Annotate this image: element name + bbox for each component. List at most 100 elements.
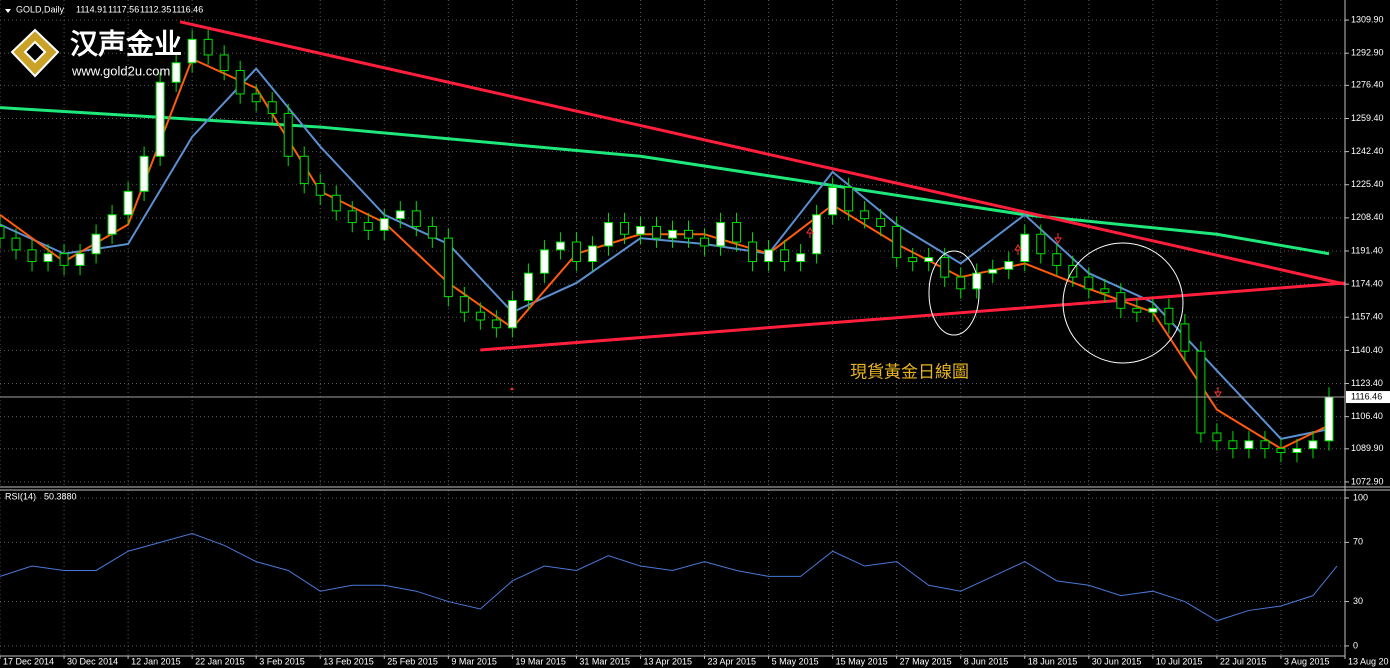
candle-body	[1148, 307, 1158, 313]
candle-body	[668, 229, 677, 239]
candle-body	[251, 93, 261, 103]
candle-body	[0, 225, 5, 239]
y-tick-label: 1309.90	[1351, 14, 1384, 24]
candle-body	[732, 222, 742, 243]
candle-body	[555, 241, 565, 251]
highlight-circle	[928, 250, 980, 336]
candle-body	[748, 241, 758, 263]
x-tick-label: 3 Aug 2015	[1284, 656, 1330, 666]
signal-arrow	[806, 227, 814, 238]
y-tick-label: 70	[1353, 537, 1363, 547]
x-tick-label: 18 Jun 2015	[1028, 656, 1078, 666]
candle-body	[267, 101, 277, 114]
plot-layer	[0, 0, 1346, 656]
rsi-title: RSI(14)	[5, 491, 36, 501]
candle-body	[908, 257, 918, 263]
candle-body	[764, 249, 774, 263]
candle-body	[75, 253, 85, 266]
x-tick-label: 19 Mar 2015	[515, 656, 566, 666]
candle-body	[988, 268, 998, 274]
annotation: 現貨黃金日線圖	[850, 362, 969, 381]
header-value: 1117.56	[108, 4, 139, 14]
candle-body	[956, 276, 966, 290]
candle-body	[1020, 233, 1030, 263]
signal-arrow	[1214, 387, 1222, 398]
candle-body	[1260, 440, 1270, 450]
candle-body	[123, 190, 133, 216]
candle-body	[11, 237, 21, 251]
header-values: 1114.91 1117.56 1112.35 1116.46	[76, 4, 203, 14]
candle-body	[475, 311, 485, 321]
candle-body	[443, 237, 453, 298]
x-tick-label: 12 Jan 2015	[131, 656, 181, 666]
candle-body	[27, 249, 37, 263]
last-price-box	[1346, 391, 1390, 404]
x-tick-label: 17 Dec 2014	[3, 656, 54, 666]
y-tick-label: 1123.40	[1351, 378, 1383, 388]
candle-body	[619, 222, 629, 235]
candle-body	[635, 225, 645, 235]
x-tick-label: 30 Jun 2015	[1092, 656, 1142, 666]
candle-body	[1004, 261, 1014, 270]
y-tick-label: 1191.40	[1351, 245, 1383, 255]
candle-body	[716, 222, 726, 247]
x-tick-label: 27 May 2015	[900, 656, 952, 666]
candle-body	[1212, 432, 1222, 442]
candle-body	[523, 272, 533, 302]
x-tick-label: 10 Jul 2015	[1156, 656, 1203, 666]
candle-body	[139, 155, 149, 192]
header-value: 1112.35	[140, 4, 171, 14]
candle-body	[171, 62, 181, 83]
candle-body	[379, 218, 389, 231]
x-tick-label: 30 Dec 2014	[67, 656, 118, 666]
signal-marker	[510, 387, 514, 390]
candle-body	[331, 194, 341, 212]
candle-body	[507, 300, 517, 329]
logo: 汉声金业 www.gold2u.com	[10, 27, 182, 78]
candle-body	[924, 257, 934, 263]
candle-body	[571, 241, 581, 263]
y-tick-label: 1292.90	[1351, 48, 1384, 58]
x-tick-label: 22 Jul 2015	[1220, 656, 1267, 666]
candle-body	[780, 249, 790, 263]
x-tick-label: 13 Feb 2015	[323, 656, 374, 666]
y-tick-label: 1140.40	[1351, 345, 1383, 355]
x-tick-label: 15 May 2015	[836, 656, 888, 666]
candle-body	[1308, 440, 1318, 450]
candle-body	[107, 214, 117, 235]
y-tick-label: 1072.90	[1351, 476, 1384, 486]
candle-body	[1276, 448, 1286, 454]
candle-body	[187, 38, 197, 64]
candle-body	[347, 210, 357, 224]
logo-url: www.gold2u.com	[71, 63, 170, 78]
indicator-line	[179, 20, 1346, 286]
candle-body	[972, 272, 982, 290]
candle-body	[363, 222, 373, 231]
candle-body	[219, 54, 229, 72]
last-price-label: 1116.46	[1351, 391, 1382, 401]
x-tick-label: 13 Apr 2015	[643, 656, 692, 666]
candle-body	[299, 155, 309, 185]
candle-body	[1164, 307, 1174, 325]
y-tick-label: 1276.40	[1351, 80, 1384, 90]
candle-body	[1084, 276, 1094, 290]
y-tick-label: 1106.40	[1351, 411, 1383, 421]
candle-body	[876, 218, 886, 227]
candle-body	[796, 253, 806, 263]
x-tick-label: 22 Jan 2015	[195, 656, 245, 666]
y-tick-label: 1174.40	[1351, 279, 1383, 289]
candle-body	[315, 183, 325, 196]
candle-body	[539, 249, 549, 274]
logo-icon	[23, 40, 47, 64]
candle-body	[235, 70, 245, 95]
candle-body	[1324, 396, 1334, 442]
candle-body	[1180, 323, 1190, 352]
candle-body	[395, 210, 405, 220]
candle-body	[1132, 307, 1142, 313]
candle-body	[1244, 440, 1254, 450]
y-tick-label: 0	[1353, 640, 1358, 650]
candle-body	[812, 214, 822, 255]
x-tick-label: 3 Feb 2015	[259, 656, 305, 666]
y-tick-label: 1089.90	[1351, 443, 1384, 453]
candle-body	[603, 222, 613, 247]
